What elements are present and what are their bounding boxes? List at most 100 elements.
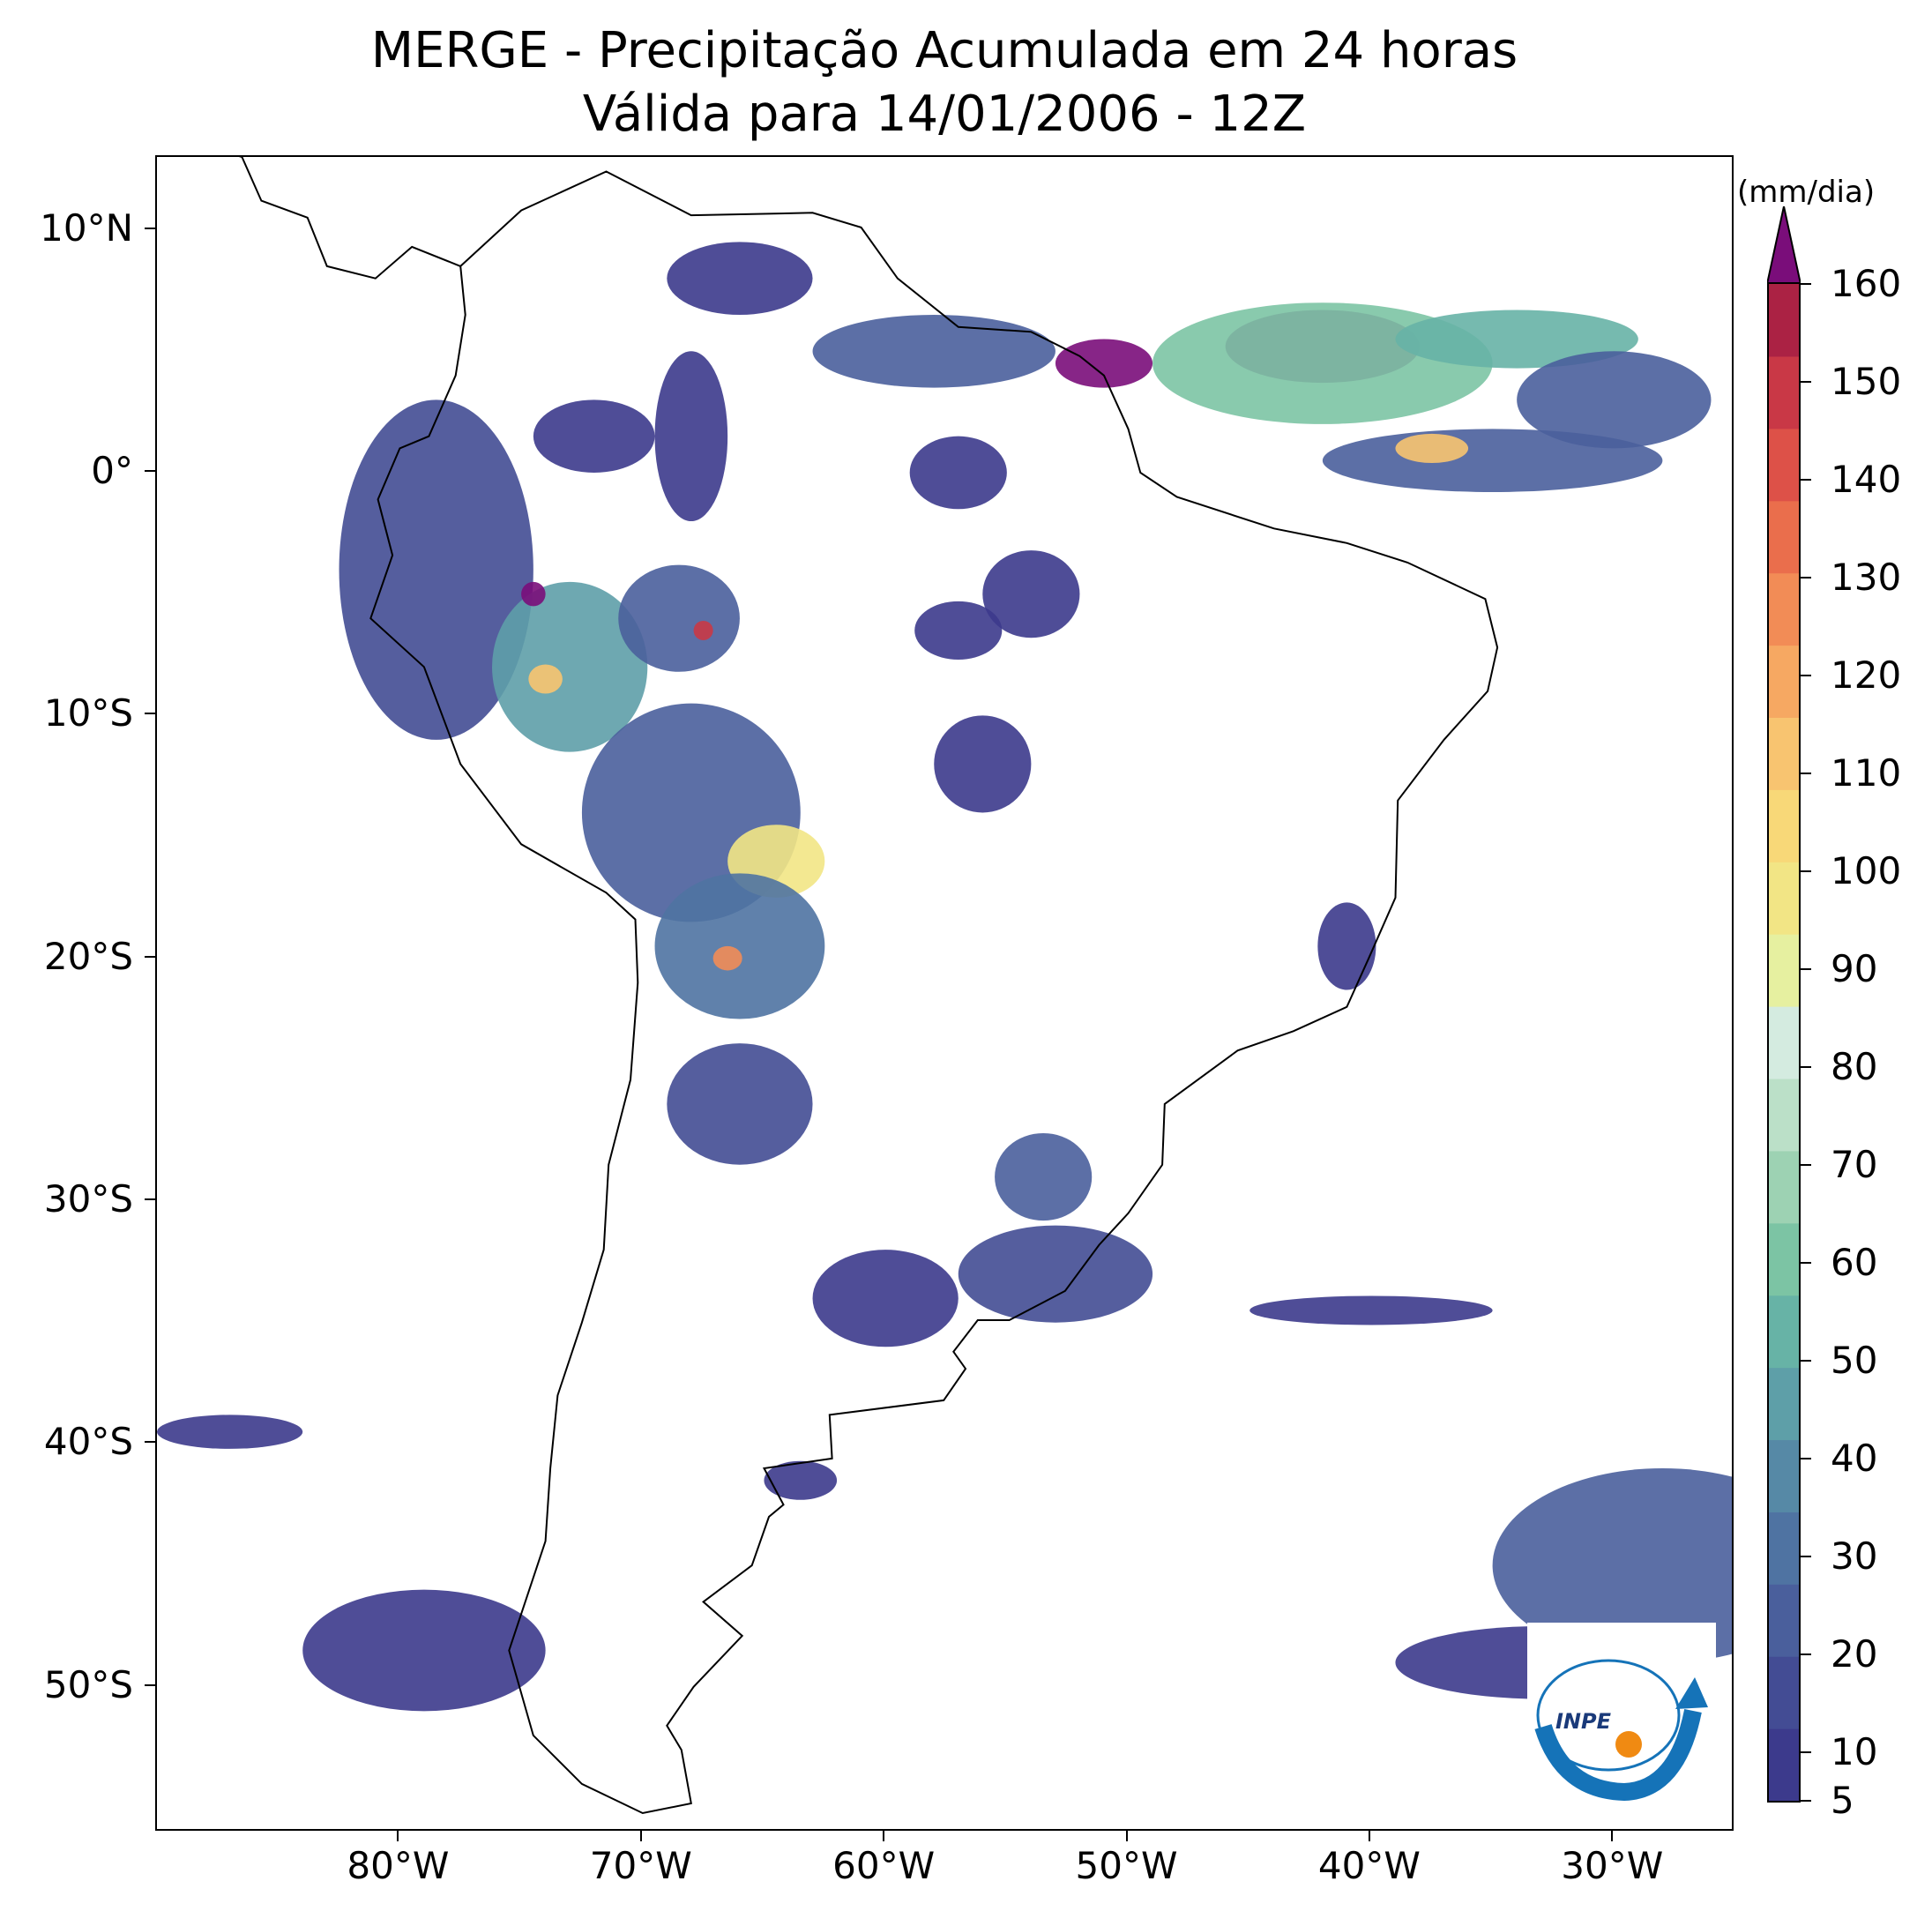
logo-arrow-icon — [1675, 1677, 1708, 1709]
inpe-logo: INPE — [1527, 1623, 1716, 1817]
lon-tick-mark — [1368, 1831, 1370, 1841]
colorbar-tick-mark — [1801, 772, 1811, 774]
colorbar-tick-mark — [1801, 1653, 1811, 1655]
precipitation-layer — [157, 242, 1732, 1712]
colorbar-segment — [1769, 1222, 1799, 1296]
lat-tick-label: 40°S — [43, 1420, 133, 1464]
colorbar-tick-label: 80 — [1831, 1044, 1878, 1088]
colorbar-segment — [1769, 284, 1799, 357]
colorbar-tick-mark — [1801, 576, 1811, 579]
south-america-coastline — [369, 170, 1499, 1815]
precip-region-22 — [1517, 351, 1712, 449]
colorbar-tick-label: 5 — [1831, 1779, 1854, 1822]
precip-region-13 — [909, 436, 1007, 510]
precip-region-2 — [521, 581, 546, 607]
colorbar-segment — [1769, 1512, 1799, 1585]
lat-tick-mark — [145, 469, 155, 472]
precip-region-33 — [302, 1589, 546, 1712]
logo-orbit-outline — [1536, 1659, 1681, 1772]
colorbar-tick-label: 110 — [1831, 750, 1902, 795]
colorbar-segment — [1769, 717, 1799, 790]
lat-tick-label: 20°S — [43, 934, 133, 978]
lat-tick-mark — [145, 955, 155, 958]
colorbar-segment — [1769, 645, 1799, 719]
precip-region-11 — [654, 351, 728, 522]
precip-region-8 — [654, 873, 825, 1019]
colorbar-tick-label: 70 — [1831, 1142, 1878, 1186]
colorbar-tick-label: 120 — [1831, 653, 1902, 697]
colorbar-segment — [1769, 355, 1799, 429]
colorbar-segment — [1769, 789, 1799, 862]
colorbar-tick-label: 100 — [1831, 848, 1902, 892]
precip-region-10 — [667, 1043, 813, 1165]
colorbar-tick-label: 30 — [1831, 1534, 1878, 1578]
lat-tick-label: 0° — [91, 448, 133, 492]
precipitation-map — [157, 157, 1732, 1815]
colorbar-segment — [1769, 1078, 1799, 1152]
colorbar-tick-label: 90 — [1831, 946, 1878, 990]
precip-region-35 — [764, 1460, 838, 1500]
colorbar-segment — [1769, 1656, 1799, 1729]
precip-region-5 — [693, 620, 713, 640]
lat-tick-label: 10°N — [40, 205, 133, 250]
logo-text: INPE — [1555, 1709, 1612, 1734]
precip-region-18 — [1055, 339, 1153, 388]
lon-tick-label: 50°W — [1075, 1844, 1178, 1887]
lon-tick-label: 70°W — [589, 1844, 692, 1887]
central-america-coastline — [238, 157, 461, 280]
precip-region-16 — [667, 242, 813, 315]
lat-tick-mark — [145, 713, 155, 715]
colorbar-segment — [1769, 572, 1799, 646]
lat-tick-mark — [145, 1441, 155, 1444]
colorbar-tick-label: 20 — [1831, 1631, 1878, 1676]
colorbar-extend-arrow — [1767, 206, 1801, 284]
precip-region-29 — [1317, 902, 1376, 990]
precip-region-27 — [958, 1225, 1153, 1323]
coastline-layer — [238, 157, 1499, 1815]
colorbar-unit: (mm/dia) — [1737, 175, 1876, 210]
colorbar-tick-mark — [1801, 1163, 1811, 1166]
precip-region-21 — [1395, 310, 1638, 369]
colorbar-segment — [1769, 1584, 1799, 1657]
colorbar-tick-mark — [1801, 1800, 1811, 1802]
colorbar-segment — [1769, 428, 1799, 502]
colorbar-tick-mark — [1801, 1457, 1811, 1459]
lon-tick-mark — [1611, 1831, 1614, 1841]
colorbar-segment — [1769, 934, 1799, 1007]
colorbar-tick-label: 50 — [1831, 1338, 1878, 1382]
lat-tick-mark — [145, 227, 155, 229]
lat-tick-label: 30°S — [43, 1177, 133, 1221]
colorbar-segment — [1769, 1439, 1799, 1512]
colorbar-tick-mark — [1801, 283, 1811, 285]
colorbar-segment — [1769, 1367, 1799, 1441]
colorbar-tick-mark — [1801, 1555, 1811, 1557]
precip-region-25 — [934, 715, 1032, 813]
lon-tick-mark — [883, 1831, 885, 1841]
colorbar-tick-mark — [1801, 870, 1811, 872]
colorbar-tick-label: 60 — [1831, 1240, 1878, 1284]
lon-tick-label: 80°W — [347, 1844, 450, 1887]
precip-region-24 — [1395, 433, 1469, 463]
lat-tick-mark — [145, 1683, 155, 1686]
colorbar-tick-label: 160 — [1831, 262, 1902, 305]
lon-tick-label: 30°W — [1561, 1844, 1664, 1887]
precip-region-1 — [492, 581, 648, 752]
precip-region-4 — [618, 564, 740, 672]
colorbar-tick-mark — [1801, 380, 1811, 383]
map-subtitle: Válida para 14/01/2006 - 12Z — [582, 86, 1307, 143]
colorbar-tick-mark — [1801, 1261, 1811, 1264]
map-title: MERGE - Precipitação Acumulada em 24 hor… — [370, 22, 1518, 79]
lat-tick-label: 50°S — [43, 1662, 133, 1706]
colorbar-tick-label: 150 — [1831, 359, 1902, 403]
precip-region-12 — [533, 399, 655, 473]
colorbar — [1767, 282, 1801, 1803]
logo-orbit-swoosh — [1534, 1708, 1702, 1802]
colorbar-tick-label: 40 — [1831, 1436, 1878, 1480]
colorbar-tick-mark — [1801, 674, 1811, 676]
colorbar-tick-mark — [1801, 967, 1811, 970]
colorbar-segment — [1769, 1150, 1799, 1224]
precip-region-14 — [982, 550, 1080, 638]
precip-region-0 — [339, 399, 533, 740]
colorbar-tick-mark — [1801, 1751, 1811, 1753]
lon-tick-label: 60°W — [832, 1844, 936, 1887]
